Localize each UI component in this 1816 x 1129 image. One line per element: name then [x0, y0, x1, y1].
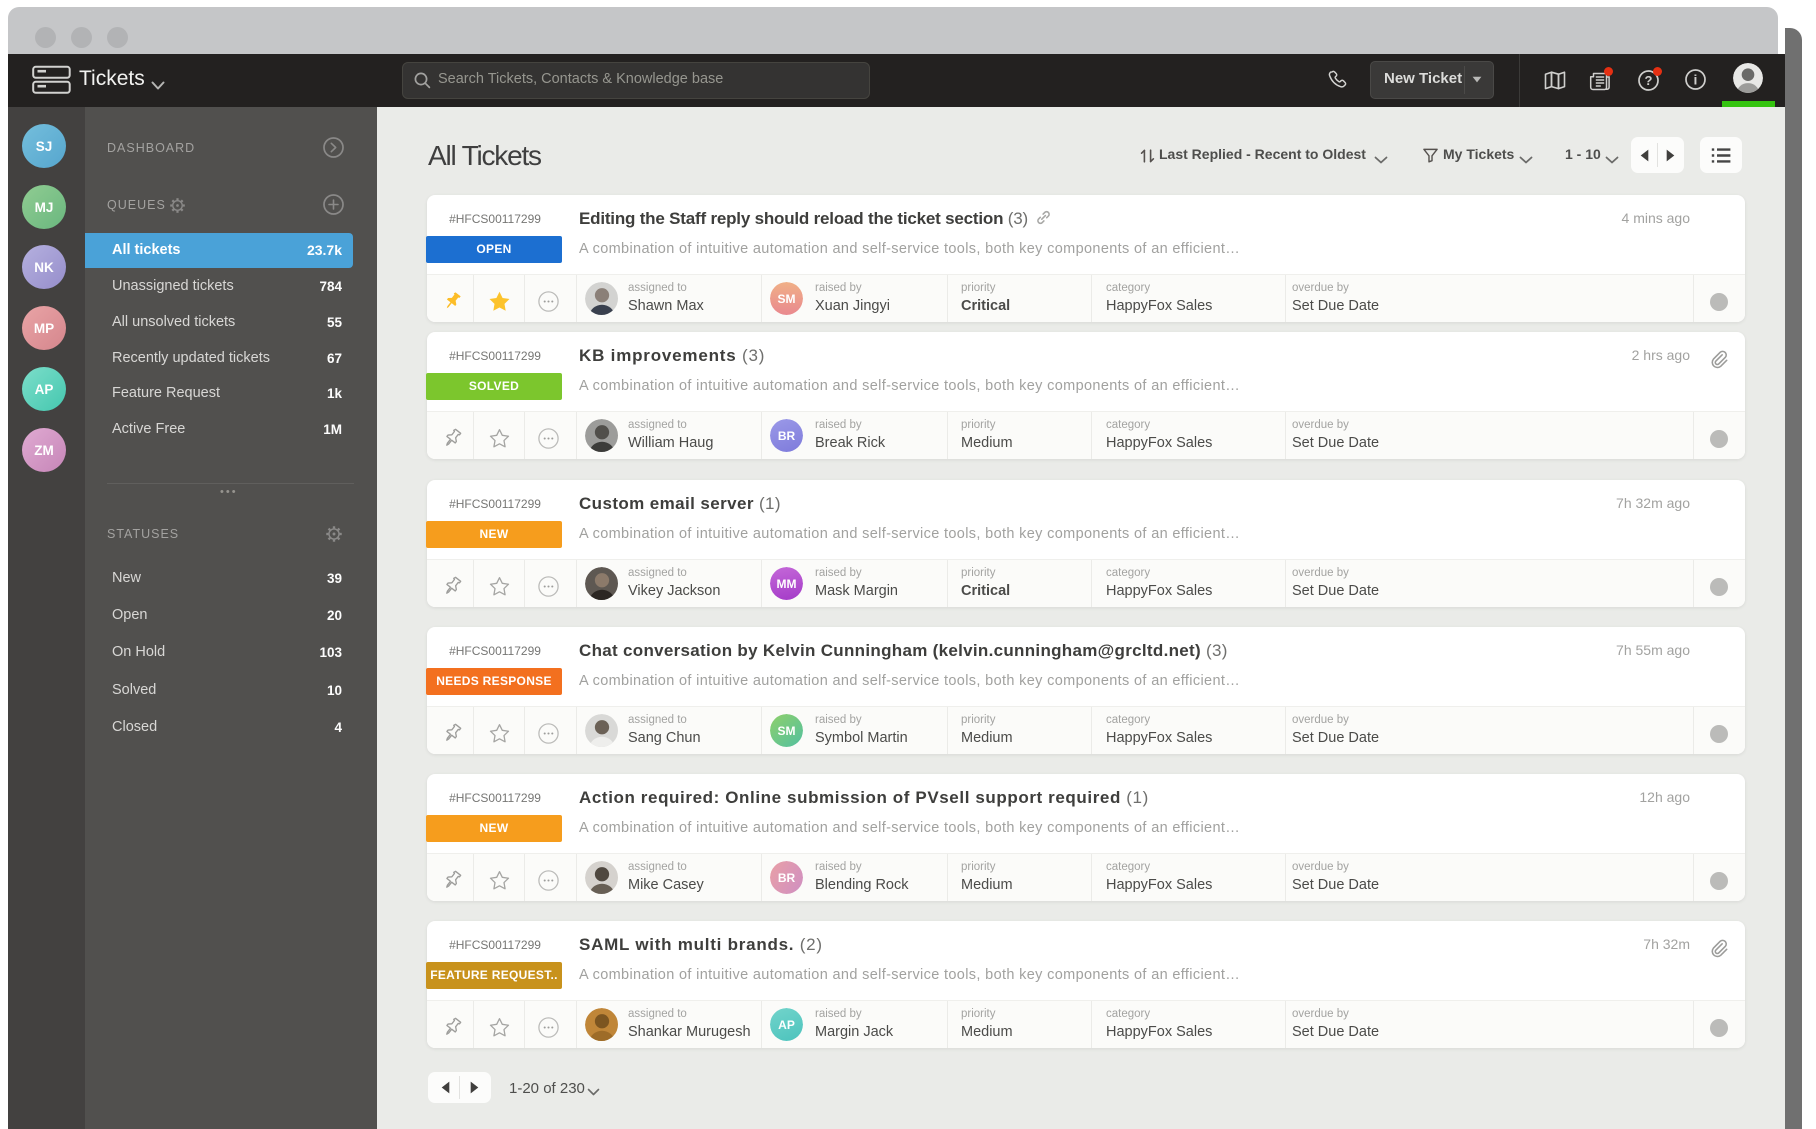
svg-text:i: i: [1694, 72, 1698, 88]
svg-text:?: ?: [1645, 73, 1653, 88]
